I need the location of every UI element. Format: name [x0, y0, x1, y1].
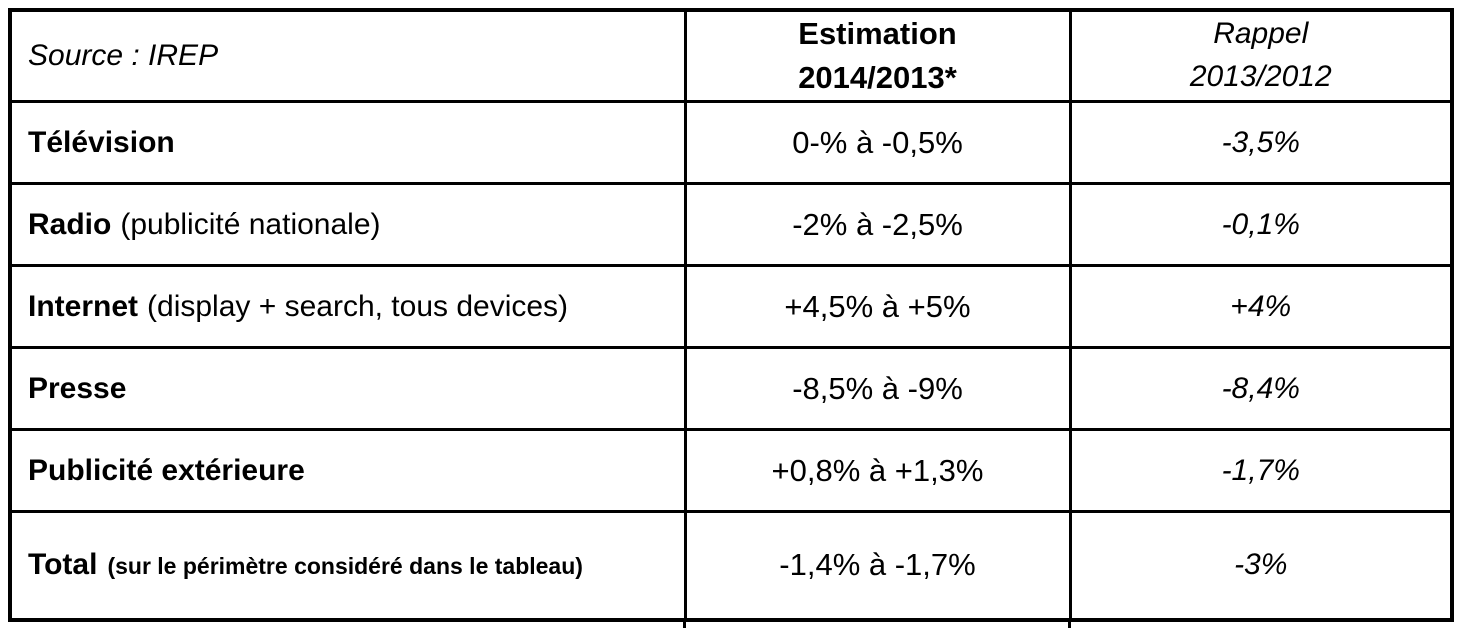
- row-label-note: (display + search, tous devices): [147, 289, 569, 323]
- table-header-row: Source : IREP Estimation 2014/2013* Rapp…: [8, 8, 1454, 104]
- table-row: Internet (display + search, tous devices)…: [8, 264, 1454, 350]
- row-label-cell: Radio (publicité nationale): [8, 182, 687, 268]
- header-source-cell: Source : IREP: [8, 8, 687, 104]
- rappel-value-cell: -8,4%: [1068, 346, 1454, 432]
- header-rappel-line2: 2013/2012: [1189, 60, 1332, 94]
- estimation-value-cell: -2% à -2,5%: [683, 182, 1072, 268]
- table-row: Presse -8,5% à -9% -8,4%: [8, 346, 1454, 432]
- column-divider-stub-right: [1068, 618, 1071, 628]
- estimation-value-cell: +4,5% à +5%: [683, 264, 1072, 350]
- table-row: Total (sur le périmètre considéré dans le…: [8, 510, 1454, 622]
- column-divider-stub-left: [683, 618, 686, 628]
- header-estimation-line2: 2014/2013*: [798, 60, 957, 96]
- header-rappel-cell: Rappel 2013/2012: [1068, 8, 1454, 104]
- media-estimations-table: Source : IREP Estimation 2014/2013* Rapp…: [8, 8, 1454, 622]
- row-label-cell: Publicité extérieure: [8, 428, 687, 514]
- row-label: Total: [28, 548, 98, 582]
- header-estimation-line1: Estimation: [798, 16, 957, 51]
- estimation-value-cell: 0-% à -0,5%: [683, 100, 1072, 186]
- row-label-cell: Total (sur le périmètre considéré dans le…: [8, 510, 687, 622]
- row-label: Presse: [28, 371, 127, 405]
- header-rappel-label: Rappel 2013/2012: [1072, 13, 1451, 98]
- estimation-value-cell: -1,4% à -1,7%: [683, 510, 1072, 622]
- row-label: Radio: [28, 207, 112, 241]
- row-label-note: (sur le périmètre considéré dans le tabl…: [107, 553, 583, 580]
- rappel-value-cell: -0,1%: [1068, 182, 1454, 268]
- table-row: Publicité extérieure +0,8% à +1,3% -1,7%: [8, 428, 1454, 514]
- row-label: Télévision: [28, 125, 175, 159]
- rappel-value-cell: -3%: [1068, 510, 1454, 622]
- header-estimation-label: Estimation 2014/2013*: [687, 12, 1069, 100]
- row-label-note: (publicité nationale): [120, 207, 381, 241]
- estimation-value-cell: -8,5% à -9%: [683, 346, 1072, 432]
- row-label-cell: Presse: [8, 346, 687, 432]
- table-row: Télévision 0-% à -0,5% -3,5%: [8, 100, 1454, 186]
- estimation-value-cell: +0,8% à +1,3%: [683, 428, 1072, 514]
- row-label-cell: Télévision: [8, 100, 687, 186]
- row-label: Internet: [28, 289, 139, 323]
- row-label-cell: Internet (display + search, tous devices): [8, 264, 687, 350]
- header-rappel-line1: Rappel: [1213, 17, 1309, 51]
- header-estimation-cell: Estimation 2014/2013*: [683, 8, 1072, 104]
- row-label: Publicité extérieure: [28, 453, 305, 487]
- source-label: Source : IREP: [28, 39, 219, 73]
- rappel-value-cell: -1,7%: [1068, 428, 1454, 514]
- rappel-value-cell: +4%: [1068, 264, 1454, 350]
- table-body: Télévision 0-% à -0,5% -3,5% Radio (publi…: [8, 100, 1454, 622]
- rappel-value-cell: -3,5%: [1068, 100, 1454, 186]
- table-row: Radio (publicité nationale) -2% à -2,5% -…: [8, 182, 1454, 268]
